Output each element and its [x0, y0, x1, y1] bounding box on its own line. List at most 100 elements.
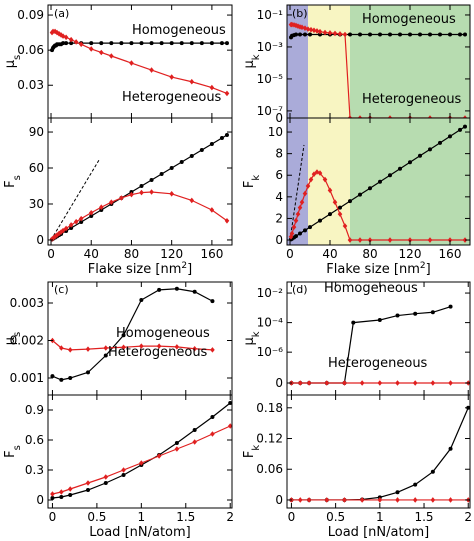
marker — [224, 41, 229, 46]
marker — [448, 134, 452, 139]
marker — [430, 380, 436, 386]
marker — [192, 345, 197, 352]
y-label-main: μ — [3, 60, 18, 68]
marker — [59, 345, 64, 351]
marker — [298, 32, 302, 37]
y-axis-label: Fk — [242, 175, 262, 188]
y-tick-label: 0.06 — [256, 462, 283, 476]
marker — [139, 298, 144, 303]
marker — [377, 380, 383, 386]
marker — [297, 24, 303, 30]
marker — [322, 29, 328, 36]
marker — [121, 467, 126, 473]
y-tick-label: 10⁻⁵ — [257, 72, 284, 86]
marker — [149, 178, 154, 183]
y-label-main: F — [3, 180, 18, 187]
x-tick-label: 0 — [288, 510, 296, 524]
marker — [169, 41, 174, 46]
annotation: (b) — [292, 7, 308, 20]
marker — [103, 345, 109, 351]
marker — [78, 215, 84, 222]
annotation: Heterogeneous — [122, 90, 222, 105]
marker — [314, 28, 320, 34]
marker — [199, 148, 204, 153]
marker — [298, 231, 302, 236]
y-tick-label: 0.3 — [25, 463, 44, 477]
marker — [398, 166, 402, 171]
y-axis-label: μk — [242, 54, 262, 68]
y-tick-label: 0 — [275, 493, 283, 507]
marker — [50, 374, 55, 379]
x-axis-label: Load [nN/atom] — [328, 525, 430, 540]
marker — [78, 41, 84, 48]
marker — [68, 493, 73, 497]
marker — [169, 166, 174, 171]
y-label-sub: s — [12, 55, 23, 60]
y-label-main: F — [242, 451, 257, 458]
x-tick-label: 1 — [376, 510, 384, 524]
marker — [179, 160, 184, 165]
marker — [109, 41, 114, 46]
y-axis-label: μs — [3, 55, 23, 69]
marker — [121, 333, 126, 338]
region — [350, 5, 470, 118]
y-tick-label: 10⁻⁴ — [257, 316, 284, 330]
marker — [63, 34, 69, 41]
marker — [291, 224, 297, 230]
marker — [139, 41, 144, 46]
x-label-main: Flake size [nm — [88, 262, 182, 277]
marker — [224, 217, 230, 224]
marker — [347, 237, 353, 243]
marker — [85, 480, 91, 486]
marker — [139, 189, 144, 196]
marker — [387, 237, 393, 243]
marker — [430, 497, 436, 503]
marker — [219, 136, 224, 141]
y-tick-label: 10⁻² — [257, 286, 284, 300]
y-tick-label: 60 — [29, 161, 44, 175]
y-label-sub: s — [12, 332, 23, 337]
guide-line — [289, 144, 305, 241]
y-tick-label: 30 — [29, 197, 44, 211]
region — [308, 5, 350, 118]
marker — [139, 183, 144, 188]
x-tick-label: 2 — [226, 510, 234, 524]
plot-area — [50, 286, 215, 382]
annotation: (a) — [54, 7, 69, 20]
marker — [463, 124, 467, 129]
marker — [462, 115, 468, 118]
y-tick-label: 0.03 — [17, 78, 44, 92]
marker — [129, 60, 134, 66]
marker — [408, 32, 412, 37]
series-line — [52, 402, 231, 499]
marker — [174, 286, 179, 291]
marker — [103, 474, 109, 480]
marker — [121, 473, 126, 477]
marker — [189, 197, 195, 204]
marker — [297, 497, 303, 503]
y-tick-label: 0.002 — [10, 334, 44, 348]
x-tick-label: 1.5 — [414, 510, 433, 524]
marker — [121, 344, 126, 351]
y-tick-label: 0 — [36, 493, 44, 507]
marker — [324, 497, 330, 503]
marker — [64, 41, 69, 46]
y-tick-label: 10⁻⁶ — [257, 345, 284, 359]
y-axis-label: μs — [3, 332, 23, 346]
marker — [351, 320, 356, 325]
marker — [103, 481, 108, 485]
marker — [388, 32, 392, 37]
marker — [156, 343, 162, 349]
y-tick-label: 2 — [275, 211, 283, 225]
marker — [377, 497, 383, 503]
marker — [387, 115, 393, 118]
x-label-end: ] — [187, 262, 192, 277]
marker — [448, 380, 453, 386]
x-tick-label: 120 — [160, 247, 183, 261]
marker — [388, 173, 392, 178]
marker — [157, 287, 162, 292]
series-line — [291, 306, 451, 384]
marker — [308, 225, 312, 230]
marker — [139, 460, 144, 466]
marker — [438, 32, 442, 37]
